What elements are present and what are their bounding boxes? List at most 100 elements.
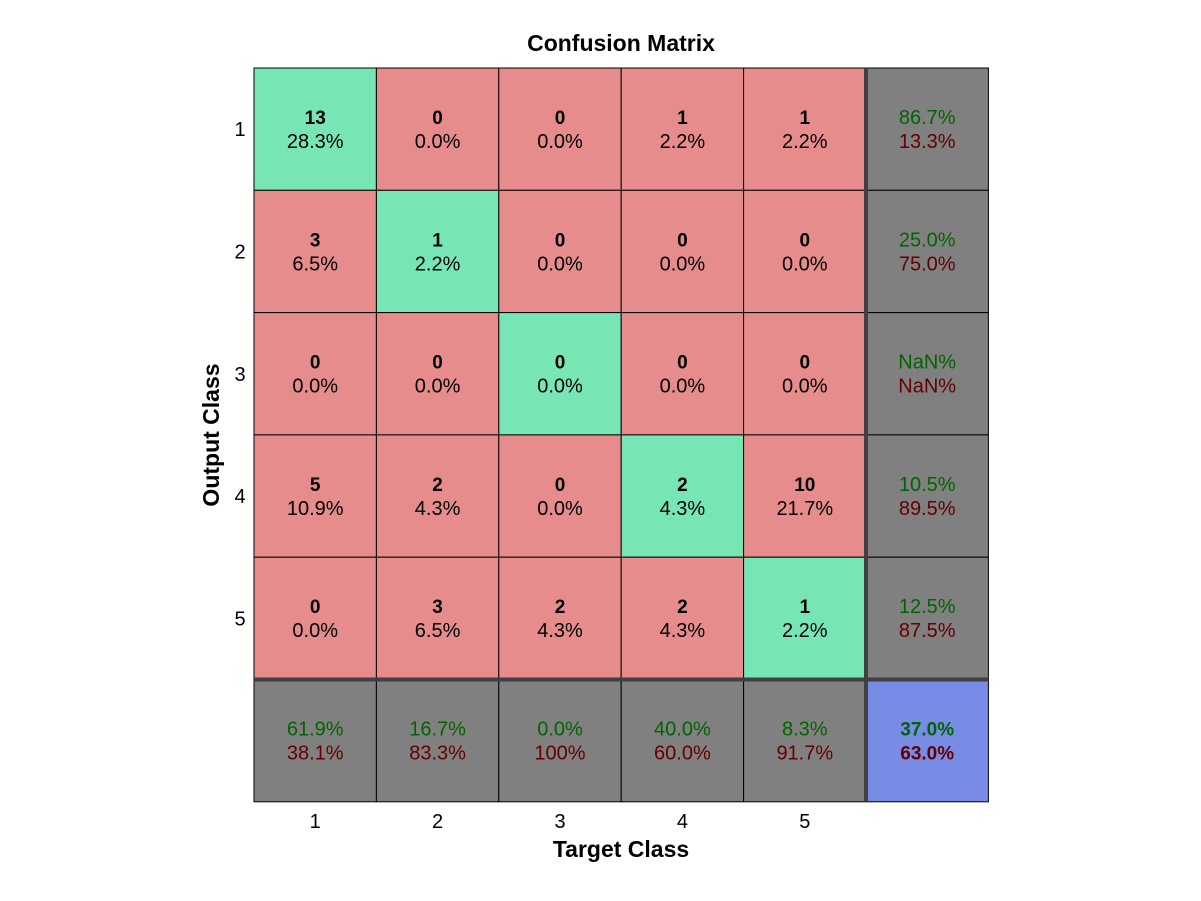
cell-count: 0: [677, 230, 688, 251]
matrix-cell: [498, 434, 622, 558]
overall-incorrect: 63.0%: [900, 744, 954, 765]
cell-count: 2: [555, 597, 566, 618]
cell-count: 2: [432, 475, 443, 496]
x-tick-label: 2: [432, 811, 443, 833]
cell-count: 0: [432, 353, 443, 374]
cell-percent: 4.3%: [660, 620, 706, 642]
matrix-cell: [498, 189, 622, 314]
matrix-cell: [253, 189, 377, 314]
cell-count: 0: [310, 353, 321, 374]
row-summary-cell: [865, 67, 989, 191]
x-axis-label: Target Class: [553, 836, 689, 862]
cell-count: 1: [432, 230, 443, 251]
matrix-cell: [620, 67, 745, 191]
x-tick-label: 4: [677, 811, 688, 833]
cell-count: 0: [555, 230, 566, 251]
cell-count: 2: [677, 597, 688, 618]
cell-percent: 2.2%: [415, 253, 461, 275]
cell-percent: 2.2%: [782, 620, 828, 642]
y-tick-label: 4: [234, 486, 245, 508]
cell-count: 0: [310, 597, 321, 618]
cell-count: 0: [555, 353, 566, 374]
column-summary-incorrect: 100%: [534, 743, 585, 765]
cell-percent: 0.0%: [537, 253, 583, 275]
column-summary-incorrect: 83.3%: [409, 743, 466, 765]
matrix-cell: [743, 434, 867, 558]
cell-count: 10: [794, 475, 815, 496]
matrix-cell: [375, 556, 500, 681]
column-summary-correct: 8.3%: [782, 719, 828, 741]
cell-percent: 0.0%: [660, 253, 706, 275]
cell-percent: 0.0%: [660, 376, 706, 398]
cell-percent: 0.0%: [415, 376, 461, 398]
matrix-cell: [253, 556, 377, 681]
row-summary-incorrect: 75.0%: [899, 253, 956, 275]
x-tick-label: 3: [554, 811, 565, 833]
cell-percent: 21.7%: [776, 498, 833, 520]
matrix-cell: [743, 67, 867, 191]
row-summary-cell: [865, 189, 989, 314]
matrix-cell: [620, 434, 745, 558]
column-summary-incorrect: 38.1%: [287, 743, 344, 765]
cell-percent: 0.0%: [415, 131, 461, 153]
matrix-cell: [620, 556, 745, 681]
y-tick-label: 1: [234, 119, 245, 141]
overall-correct: 37.0%: [900, 720, 954, 741]
cell-percent: 0.0%: [292, 620, 338, 642]
y-tick-label: 2: [234, 241, 245, 263]
chart-title: Confusion Matrix: [527, 30, 715, 56]
matrix-cell: [743, 189, 867, 314]
column-summary-cell: [375, 679, 500, 803]
x-tick-label: 1: [310, 811, 321, 833]
cell-percent: 0.0%: [782, 376, 828, 398]
overall-accuracy-cell: [865, 679, 989, 803]
cell-count: 0: [555, 108, 566, 129]
cell-percent: 0.0%: [292, 376, 338, 398]
cell-count: 13: [305, 108, 326, 129]
cell-count: 0: [555, 475, 566, 496]
cell-count: 2: [677, 475, 688, 496]
cell-percent: 2.2%: [782, 131, 828, 153]
column-summary-correct: 40.0%: [654, 719, 711, 741]
row-summary-correct: NaN%: [898, 352, 956, 374]
cell-count: 0: [677, 353, 688, 374]
matrix-cell: [253, 67, 377, 191]
matrix-cell: [375, 434, 500, 558]
cell-percent: 0.0%: [537, 131, 583, 153]
cell-count: 1: [800, 597, 811, 618]
matrix-cell: [375, 67, 500, 191]
row-summary-incorrect: NaN%: [898, 376, 956, 398]
matrix-cell: [498, 556, 622, 681]
cell-count: 3: [310, 230, 321, 251]
column-summary-cell: [743, 679, 867, 803]
cell-percent: 0.0%: [537, 498, 583, 520]
cell-percent: 28.3%: [287, 131, 344, 153]
column-summary-incorrect: 91.7%: [776, 743, 833, 765]
y-tick-label: 5: [234, 608, 245, 630]
cell-count: 1: [800, 108, 811, 129]
cell-percent: 6.5%: [292, 253, 338, 275]
cell-count: 3: [432, 597, 443, 618]
matrix-cell: [253, 434, 377, 558]
matrix-cells: 1328.3%00.0%00.0%12.2%12.2%36.5%12.2%00.…: [234, 67, 989, 833]
cell-percent: 4.3%: [660, 498, 706, 520]
cell-count: 0: [800, 353, 811, 374]
row-summary-cell: [865, 312, 989, 436]
row-summary-correct: 10.5%: [899, 474, 956, 496]
y-tick-label: 3: [234, 364, 245, 386]
cell-count: 1: [677, 108, 688, 129]
y-axis-label: Output Class: [198, 363, 224, 506]
x-tick-label: 5: [799, 811, 810, 833]
cell-percent: 10.9%: [287, 498, 344, 520]
column-summary-correct: 61.9%: [287, 719, 344, 741]
row-summary-correct: 25.0%: [899, 229, 956, 251]
column-summary-correct: 0.0%: [537, 719, 583, 741]
cell-count: 0: [800, 230, 811, 251]
matrix-cell: [620, 189, 745, 314]
column-summary-cell: [498, 679, 622, 803]
cell-percent: 2.2%: [660, 131, 706, 153]
matrix-cell: [375, 189, 500, 314]
cell-count: 5: [310, 475, 321, 496]
matrix-cell: [743, 312, 867, 436]
